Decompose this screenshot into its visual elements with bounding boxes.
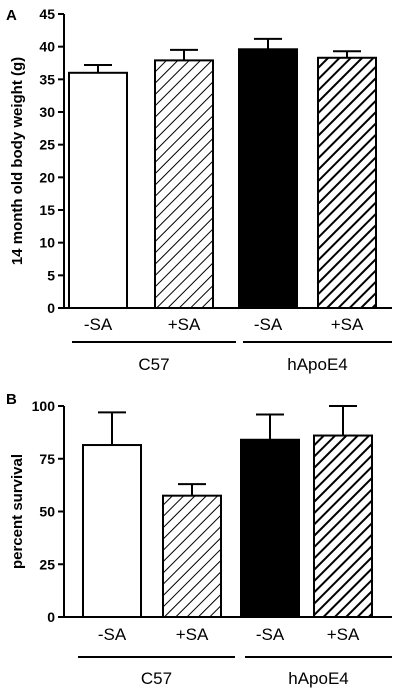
group-label: hApoE4 xyxy=(287,355,348,374)
panel-letter-a: A xyxy=(6,7,17,24)
bar-1 xyxy=(82,444,142,618)
y-tick-label: 35 xyxy=(39,71,55,87)
y-tick-label: 100 xyxy=(32,398,56,414)
y-tick-label: 15 xyxy=(39,202,55,218)
y-tick-label: 40 xyxy=(39,39,55,55)
bar-4 xyxy=(313,434,373,619)
chart-panel-b: 0 25 50 75 100 percent survival -SA +SA -SA +SA C5… xyxy=(9,398,392,688)
y-tick-label: 75 xyxy=(39,451,55,467)
y-tick-label: 10 xyxy=(39,235,55,251)
y-tick-label: 5 xyxy=(47,267,55,283)
y-tick-label: 25 xyxy=(39,556,55,572)
bar-4 xyxy=(317,56,377,310)
category-label: -SA xyxy=(256,625,285,644)
category-label: +SA xyxy=(331,315,364,334)
category-label: +SA xyxy=(176,625,209,644)
y-tick-label: 30 xyxy=(39,104,55,120)
bar-2 xyxy=(154,59,214,309)
y-tick-label: 45 xyxy=(39,6,55,22)
chart-panel-a: 0 5 10 15 20 25 30 35 40 45 14 month old body weig… xyxy=(9,6,392,374)
bar-3 xyxy=(240,438,300,619)
y-tick-label: 20 xyxy=(39,169,55,185)
bar-2 xyxy=(162,494,222,618)
y-tick-label: 0 xyxy=(47,609,55,625)
panel-letter-b: B xyxy=(6,391,17,408)
category-label: +SA xyxy=(168,315,201,334)
group-label: C57 xyxy=(141,669,172,688)
bar-3 xyxy=(238,48,298,309)
y-axis-label: percent survival xyxy=(9,454,26,569)
group-label: C57 xyxy=(138,355,169,374)
bar-1 xyxy=(68,71,128,309)
category-label: -SA xyxy=(84,315,113,334)
group-label: hApoE4 xyxy=(288,669,349,688)
category-label: -SA xyxy=(254,315,283,334)
y-tick-label: 0 xyxy=(47,300,55,316)
y-tick-label: 50 xyxy=(39,504,55,520)
category-label: -SA xyxy=(98,625,127,644)
y-tick-label: 25 xyxy=(39,137,55,153)
y-axis-label: 14 month old body weight (g) xyxy=(9,57,26,265)
category-label: +SA xyxy=(327,625,360,644)
